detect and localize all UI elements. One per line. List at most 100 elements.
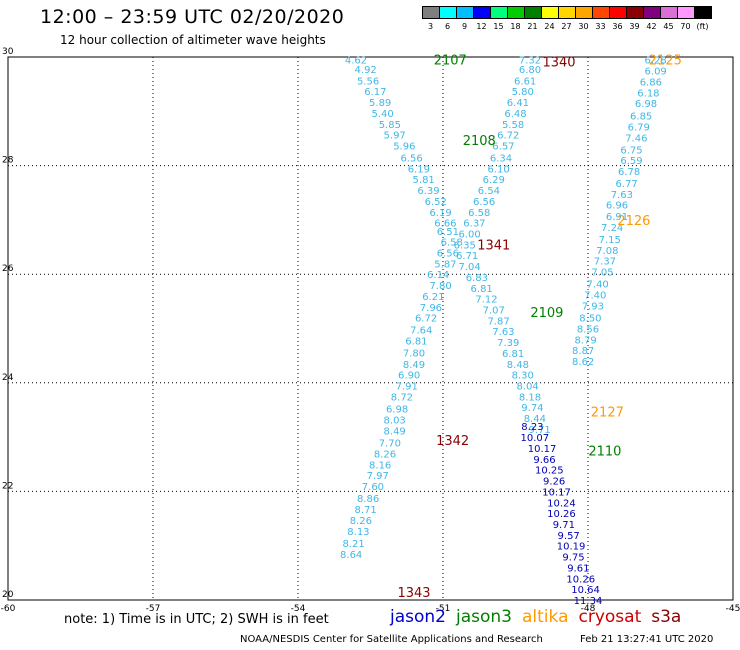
color-scale-label: 9 (461, 22, 468, 31)
wave-height-label: 5.96 (393, 142, 415, 153)
color-scale-label: 42 (646, 22, 657, 31)
wave-height-label: 6.09 (645, 67, 667, 78)
color-scale-label: 15 (493, 22, 504, 31)
legend-s3a: s3a (651, 607, 682, 627)
pass-label-2110: 2110 (588, 445, 621, 460)
wave-height-label: 6.77 (616, 179, 638, 190)
wave-height-label: 5.87 (434, 259, 456, 270)
x-tick-label: -60 (1, 604, 16, 614)
wave-height-label: 6.72 (415, 314, 437, 325)
note-text: note: 1) Time is in UTC; 2) SWH is in fe… (64, 612, 329, 627)
wave-height-label: 8.49 (403, 360, 425, 371)
wave-height-label: 7.39 (497, 338, 519, 349)
wave-height-label: 7.60 (362, 482, 384, 493)
color-scale-label: 33 (595, 22, 606, 31)
wave-height-label: 8.56 (577, 325, 599, 336)
color-scale-label: 36 (612, 22, 623, 31)
wave-height-label: 6.57 (492, 142, 514, 153)
wave-height-label: 6.96 (606, 201, 628, 212)
wave-height-label: 8.64 (340, 550, 362, 561)
chart-title: 12:00 – 23:59 UTC 02/20/2020 (40, 6, 345, 28)
color-scale-label: 30 (578, 22, 589, 31)
wave-height-label: 4.92 (355, 65, 377, 76)
grid-lines (8, 57, 733, 600)
pass-label-1341: 1341 (477, 238, 510, 253)
y-tick-label: 30 (2, 47, 14, 57)
wave-height-label: 6.19 (429, 208, 451, 219)
wave-height-label: 6.58 (468, 208, 490, 219)
pass-labels: 2107 1340 2125 2108 2126 1341 2109 2127 1342 2110… (397, 54, 681, 601)
wave-height-label: 10.24 (547, 498, 576, 509)
wave-height-label: 6.29 (483, 175, 505, 186)
color-scale-labels: 3 6 9 12 15 18 21 24 27 30 33 36 39 42 45 70 (ft) (422, 22, 711, 31)
wave-height-label: 7.40 (587, 279, 609, 290)
pass-label-2109: 2109 (530, 306, 563, 321)
wave-height-label: 5.89 (369, 98, 391, 109)
wave-height-label: 9.61 (567, 563, 589, 574)
wave-height-label: 6.41 (507, 98, 529, 109)
wave-height-label: 6.85 (630, 112, 652, 123)
wave-height-label: 6.61 (514, 76, 536, 87)
pass-label-1342: 1342 (436, 434, 469, 449)
wave-height-label: 6.66 (434, 219, 456, 230)
wave-height-label: 9.74 (521, 403, 543, 414)
wave-height-label: 6.81 (405, 336, 427, 347)
color-scale-label: 45 (663, 22, 674, 31)
color-scale-swatches (422, 6, 712, 19)
wave-height-label: 6.98 (635, 99, 657, 110)
x-tick-label: -45 (726, 604, 740, 614)
wave-height-label: 8.48 (507, 360, 529, 371)
wave-height-label: 6.17 (364, 87, 386, 98)
wave-height-label: 6.37 (463, 219, 485, 230)
wave-height-label: 6.10 (487, 164, 509, 175)
wave-height-label: 10.17 (542, 487, 571, 498)
wave-height-label: 8.13 (347, 527, 369, 538)
pass-label-1343: 1343 (397, 586, 430, 601)
wave-height-label: 6.28 (645, 56, 667, 67)
y-tick-label: 20 (2, 590, 14, 600)
wave-height-label: 6.00 (458, 229, 480, 240)
wave-height-label: 6.52 (425, 197, 447, 208)
legend-jason2: jason2 (390, 607, 446, 627)
wave-height-label: 6.81 (502, 349, 524, 360)
wave-height-label: 7.07 (483, 305, 505, 316)
legend-cryosat: cryosat (578, 607, 642, 627)
wave-height-label: 5.40 (371, 109, 393, 120)
wave-height-label: 7.24 (601, 223, 623, 234)
wave-height-label: 6.35 (454, 240, 476, 251)
wave-height-label: 6.58 (441, 238, 463, 249)
chart-subtitle: 12 hour collection of altimeter wave hei… (60, 33, 326, 47)
wave-height-label: 8.87 (572, 346, 594, 357)
wave-height-label: 6.54 (478, 186, 500, 197)
wave-height-label: 7.63 (611, 190, 633, 201)
credit-text: NOAA/NESDIS Center for Satellite Applica… (240, 634, 543, 645)
wave-height-label: 4.62 (345, 56, 367, 67)
color-scale-label: 24 (544, 22, 555, 31)
y-tick-label: 28 (2, 156, 14, 166)
y-tick-label: 24 (2, 373, 14, 383)
wave-height-label: 6.79 (628, 123, 650, 134)
wave-height-label: 7.40 (584, 290, 606, 301)
color-scale-label: 6 (444, 22, 451, 31)
wave-height-label: 7.80 (403, 348, 425, 359)
plot-frame (7, 56, 734, 601)
pass-label-2108: 2108 (463, 134, 496, 149)
wave-height-label: 8.72 (391, 392, 413, 403)
wave-height-label: 6.78 (618, 167, 640, 178)
x-tick-label: -51 (436, 604, 451, 614)
wave-height-label: 8.62 (572, 357, 594, 368)
wave-height-label: 6.18 (637, 88, 659, 99)
wave-height-label: 9.71 (553, 520, 575, 531)
wave-height-label: 6.21 (422, 292, 444, 303)
wave-height-label: 9.57 (558, 531, 580, 542)
pass-label-2125: 2125 (649, 54, 682, 69)
wave-height-label: 6.34 (490, 153, 512, 164)
wave-height-label: 8.86 (357, 494, 379, 505)
color-swatch (694, 6, 712, 19)
wave-height-label: 6.81 (471, 284, 493, 295)
x-tick-label: -48 (581, 604, 596, 614)
wave-height-label: 6.56 (473, 197, 495, 208)
wave-height-label: 5.58 (502, 120, 524, 131)
wave-height-label: 6.80 (519, 65, 541, 76)
wave-height-label: 6.39 (417, 186, 439, 197)
